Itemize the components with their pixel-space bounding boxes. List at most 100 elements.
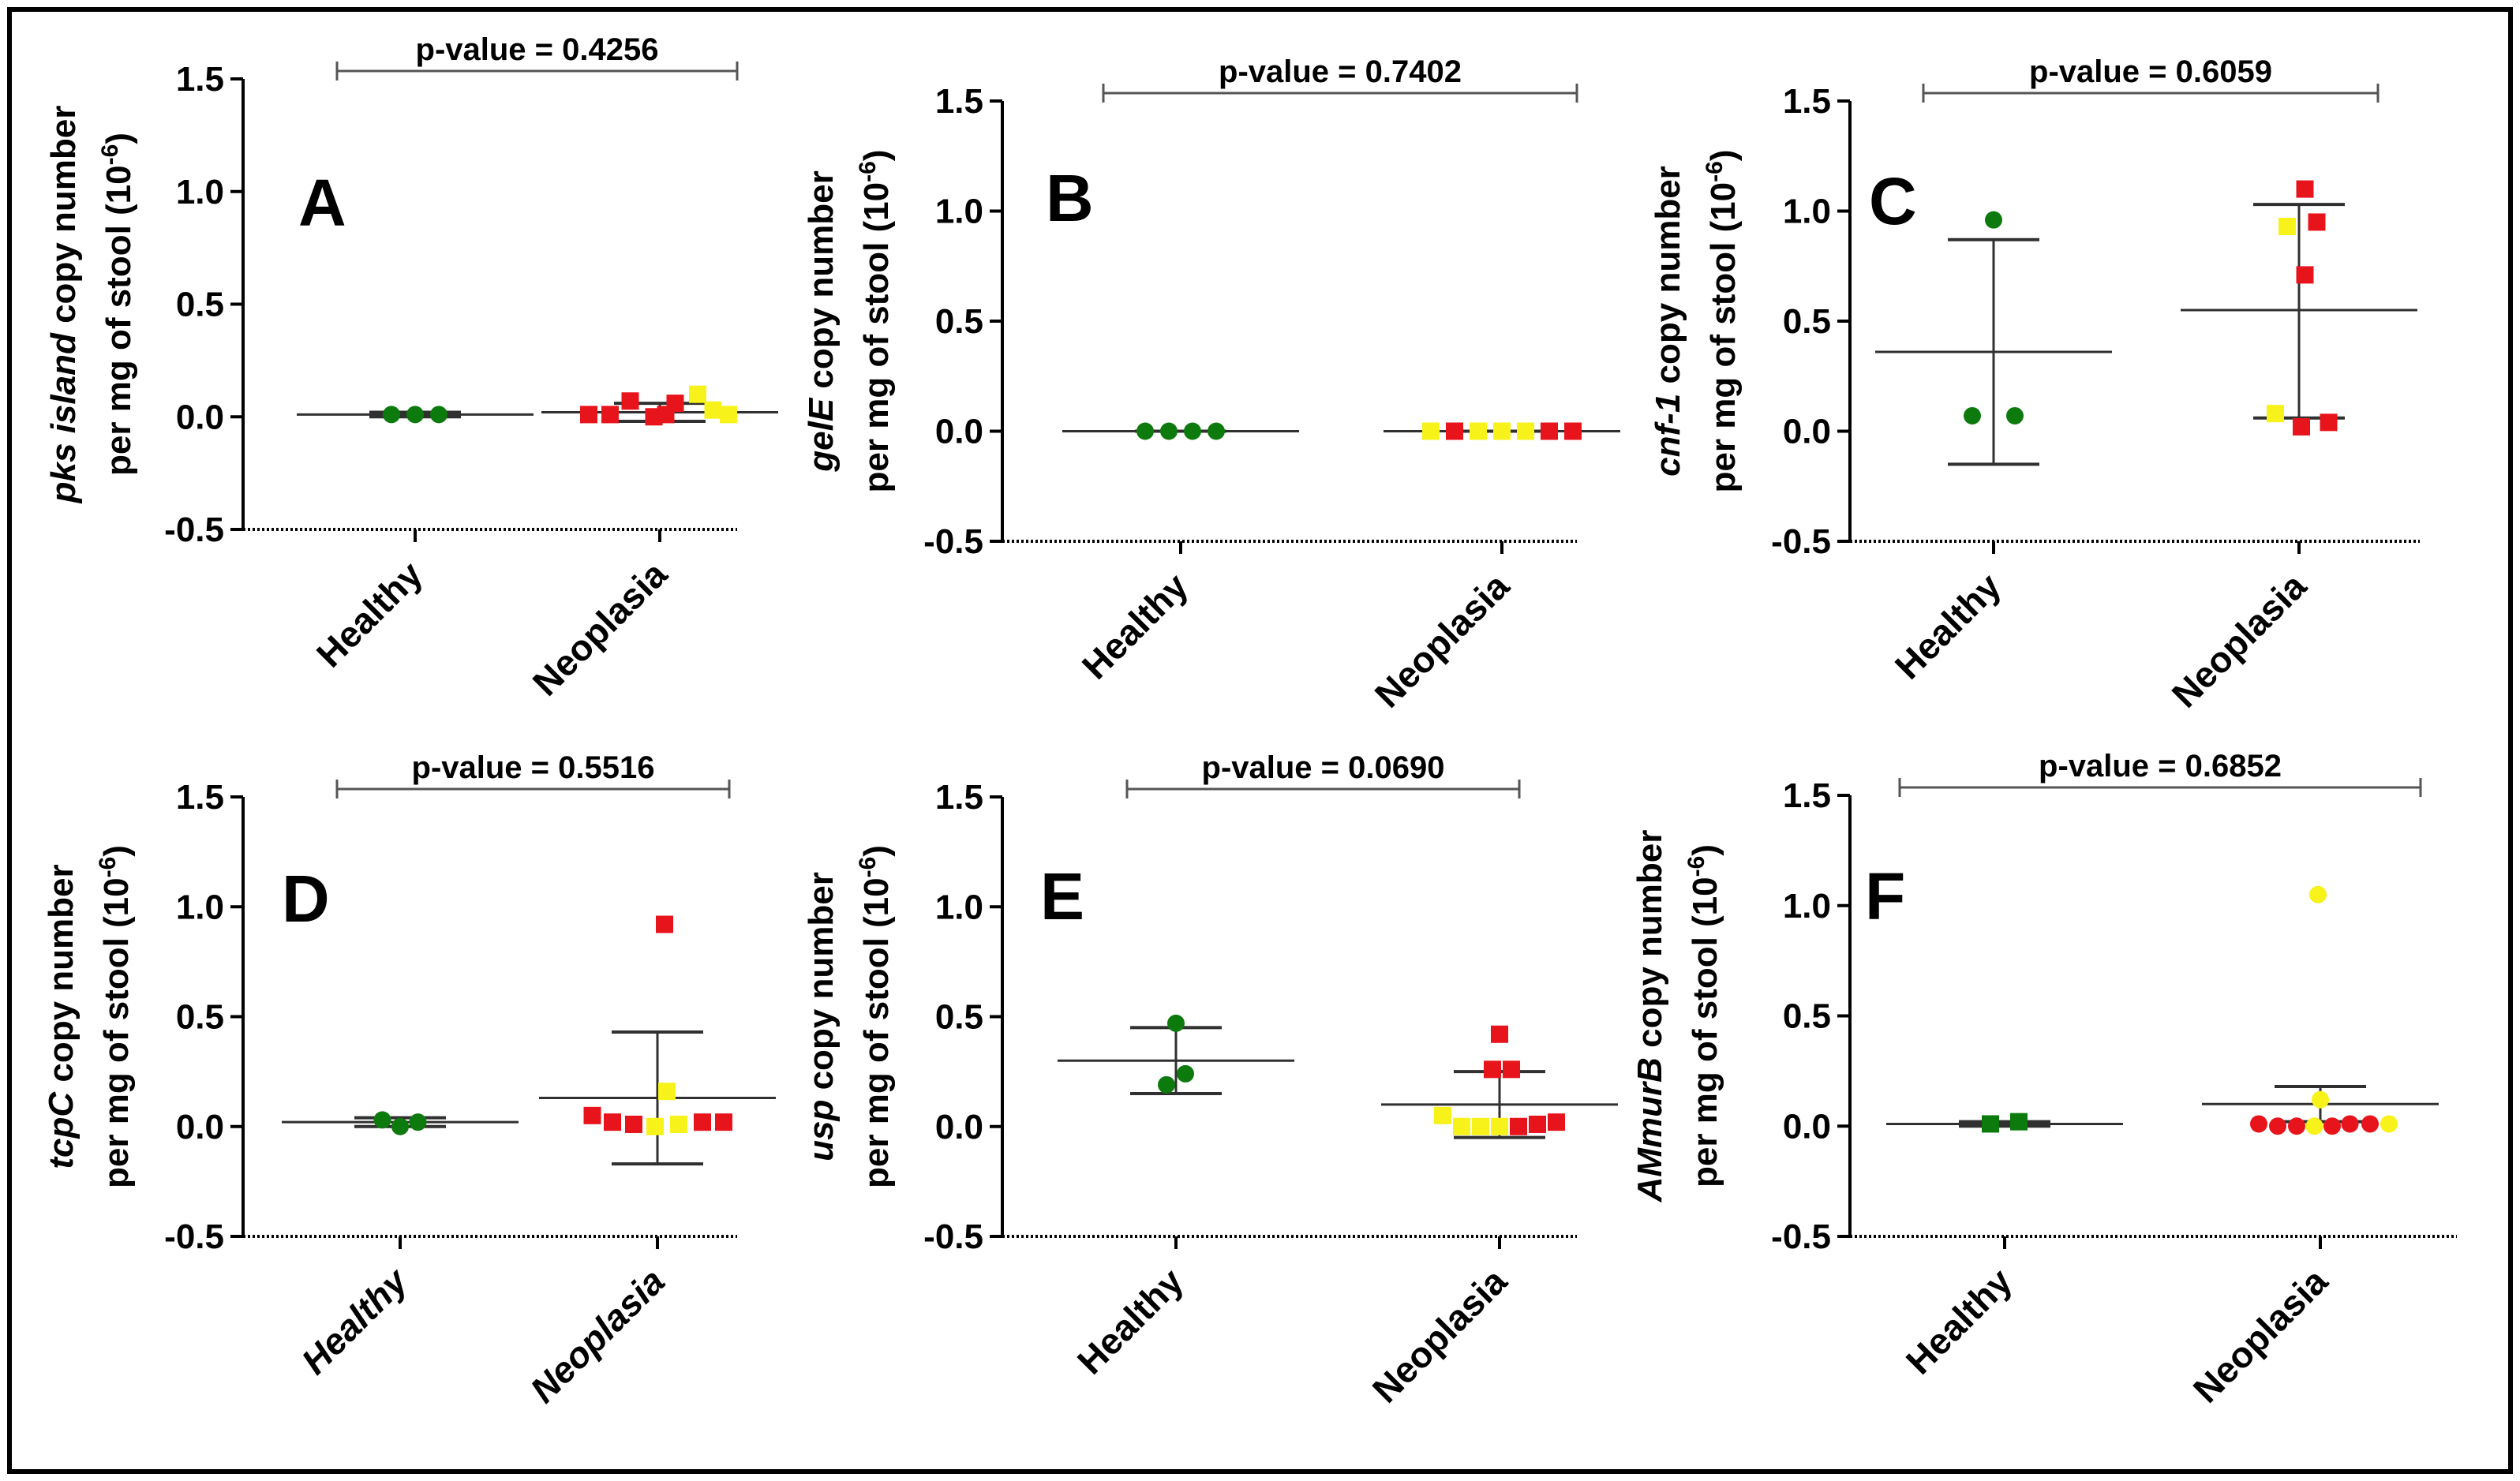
y-tick-label: 1.5 [176, 60, 224, 99]
data-point [1529, 1115, 1546, 1133]
data-point [409, 1113, 427, 1131]
y-axis-label-exponent: -6 [97, 144, 123, 166]
y-axis-label-line1: gelE copy number [802, 170, 841, 472]
y-tick-label: 0.5 [1783, 302, 1831, 341]
data-point [715, 1113, 732, 1131]
data-point [1510, 1117, 1527, 1135]
data-point [2267, 405, 2284, 423]
data-point [2250, 1115, 2267, 1133]
y-tick-label: 1.5 [1783, 82, 1831, 121]
y-axis-label-line1: pks island copy number [44, 106, 83, 504]
data-point [2341, 1115, 2359, 1133]
data-point [2305, 1117, 2323, 1135]
y-tick-label: 1.0 [1783, 887, 1831, 926]
data-point [1484, 1060, 1501, 1079]
data-point [2308, 213, 2326, 231]
data-point [1548, 1113, 1565, 1131]
p-value-label: p-value = 0.6852 [2039, 749, 2282, 784]
data-point [1491, 1117, 1508, 1135]
y-axis-label-exponent: -6 [855, 161, 881, 182]
data-point [1177, 1064, 1194, 1083]
p-value-label: p-value = 0.6059 [2029, 54, 2272, 89]
y-axis-label-unit: per mg of stool (10 [857, 182, 896, 493]
data-point [1503, 1060, 1520, 1079]
data-point [2320, 413, 2338, 432]
y-axis-label-gene: tcpC [42, 1091, 81, 1169]
data-point [1472, 1117, 1489, 1135]
data-point [2293, 417, 2310, 436]
y-axis-label-unit: per mg of stool (10 [97, 877, 136, 1188]
data-point [430, 406, 447, 424]
y-axis-label-line1: usp copy number [802, 872, 841, 1161]
y-tick-label: 1.5 [935, 82, 983, 121]
data-point [2269, 1117, 2286, 1135]
data-point [1160, 422, 1178, 440]
data-point [373, 1111, 391, 1129]
y-axis-label-exponent: -6 [95, 857, 121, 878]
data-point [604, 1113, 621, 1131]
y-tick-label: 0.5 [176, 998, 224, 1037]
data-point [1982, 1115, 1999, 1133]
data-point [621, 392, 639, 410]
data-point [1136, 422, 1154, 440]
y-tick-label: 0.0 [176, 1108, 224, 1146]
y-axis-label-close: ) [97, 845, 136, 857]
panel-label: A [298, 166, 346, 240]
y-axis-label-suffix: copy number [802, 170, 841, 398]
data-point [689, 385, 706, 403]
panel-label: D [282, 862, 330, 936]
panel-label: E [1040, 859, 1084, 933]
y-axis-label-unit: per mg of stool (10 [857, 877, 896, 1188]
y-tick-label: -0.5 [923, 1217, 983, 1256]
y-tick-label: -0.5 [164, 1217, 224, 1256]
data-point [646, 1117, 664, 1135]
data-point [2006, 406, 2024, 424]
data-point [2010, 1113, 2028, 1131]
y-tick-label: 0.0 [1783, 1107, 1831, 1146]
data-point [625, 1115, 642, 1133]
data-point [391, 1117, 409, 1135]
y-tick-label: 0.0 [935, 413, 983, 451]
y-tick-label: -0.5 [923, 522, 983, 561]
data-point [2288, 1117, 2305, 1135]
panel-label: C [1869, 164, 1917, 238]
data-point [383, 406, 400, 424]
y-axis-label-suffix: copy number [802, 872, 841, 1100]
p-value-label: p-value = 0.4256 [416, 32, 659, 67]
data-point [1564, 422, 1582, 440]
y-axis-label-suffix: copy number [1631, 830, 1669, 1058]
data-point [2278, 218, 2296, 236]
data-point [1208, 422, 1225, 440]
y-axis-label-gene: usp [802, 1100, 841, 1161]
data-point [2380, 1115, 2398, 1133]
y-axis-label-suffix: copy number [44, 106, 83, 334]
p-value-label: p-value = 0.5516 [412, 750, 655, 785]
y-axis-label-line2: per mg of stool (10-6) [855, 150, 897, 493]
data-point [1184, 422, 1201, 440]
data-point [1964, 406, 1981, 424]
y-axis-label-line2: per mg of stool (10-6) [95, 845, 137, 1188]
data-point [1493, 422, 1511, 440]
y-tick-label: -0.5 [164, 510, 224, 549]
y-axis-label-line1: AMmurB copy number [1631, 830, 1669, 1203]
data-point [2309, 885, 2327, 903]
data-point [1517, 422, 1534, 440]
data-point [656, 915, 673, 933]
y-axis-label-exponent: -6 [855, 857, 881, 878]
y-tick-label: 0.0 [935, 1108, 983, 1146]
p-value-label: p-value = 0.0690 [1202, 750, 1445, 785]
data-point [1541, 422, 1558, 440]
data-point [658, 1083, 676, 1101]
y-tick-label: 1.0 [935, 888, 983, 926]
data-point [2323, 1117, 2341, 1135]
y-axis-label-line1: tcpC copy number [42, 864, 81, 1169]
data-point [1446, 422, 1463, 440]
y-axis-label-close: ) [1686, 844, 1724, 856]
y-tick-label: -0.5 [1771, 1217, 1831, 1256]
y-axis-label-unit: per mg of stool (10 [99, 165, 138, 476]
p-value-label: p-value = 0.7402 [1219, 54, 1462, 89]
data-point [1422, 422, 1440, 440]
y-tick-label: 0.5 [1783, 997, 1831, 1036]
data-point [1491, 1025, 1508, 1043]
data-point [666, 395, 684, 413]
